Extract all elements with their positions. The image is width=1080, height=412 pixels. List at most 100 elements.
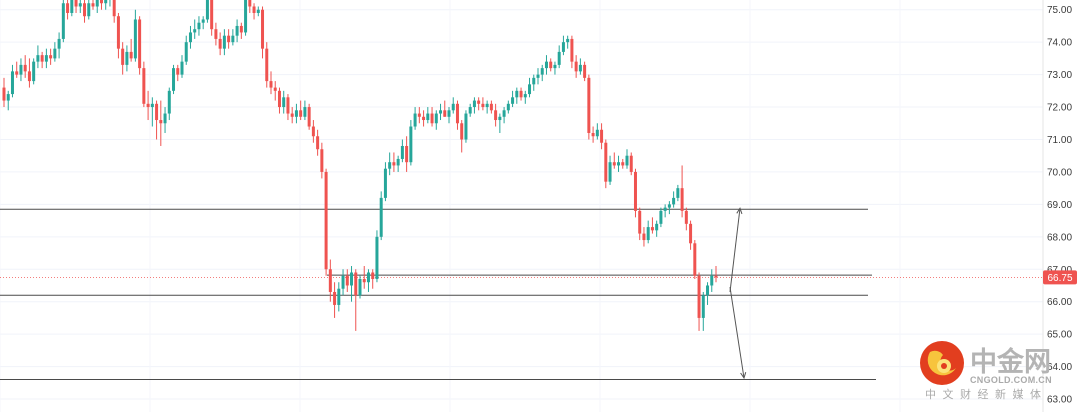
candle [485, 100, 489, 114]
y-tick-label: 73.00 [1047, 70, 1072, 81]
candle [557, 45, 561, 69]
candle [544, 55, 548, 75]
candle [706, 282, 710, 305]
y-tick-label: 64.00 [1047, 362, 1072, 373]
candle [74, 0, 78, 13]
candle [150, 97, 154, 127]
y-tick-label: 74.00 [1047, 38, 1072, 49]
candle [176, 64, 180, 82]
candle [413, 107, 417, 130]
candle [155, 100, 159, 140]
candle [578, 58, 582, 75]
y-tick-label: 69.00 [1047, 200, 1072, 211]
candle [663, 204, 667, 218]
projection-arrows [729, 207, 747, 380]
coin-logo-icon [920, 341, 964, 385]
candle [146, 90, 150, 121]
y-tick-label: 66.00 [1047, 297, 1072, 308]
candle [604, 139, 608, 189]
candle [138, 16, 142, 75]
candle [10, 64, 14, 98]
candle [328, 259, 332, 302]
candle [447, 107, 451, 124]
candle [489, 100, 493, 114]
candle [443, 100, 447, 117]
candle [197, 16, 201, 36]
y-tick-label: 65.00 [1047, 330, 1072, 341]
candle [693, 240, 697, 279]
candle [159, 100, 163, 146]
candle [422, 110, 426, 127]
candle [710, 269, 714, 292]
candle [282, 90, 286, 114]
candle [121, 42, 125, 75]
candle [167, 87, 171, 121]
candle [112, 0, 116, 23]
candle [256, 6, 260, 17]
candle [684, 207, 688, 231]
candle [286, 94, 290, 121]
candle [345, 269, 349, 292]
candle [561, 35, 565, 56]
candle [66, 0, 70, 20]
logo-english-name: CNGOLD.COM.CN [970, 375, 1052, 385]
candle [2, 77, 6, 108]
candle [528, 77, 532, 98]
candle [116, 12, 120, 59]
candle [83, 0, 87, 23]
candle [396, 155, 400, 172]
candle [655, 220, 659, 237]
candle [27, 58, 31, 88]
candle [163, 107, 167, 134]
y-tick-label: 72.00 [1047, 103, 1072, 114]
candle [49, 48, 53, 65]
candle [680, 165, 684, 218]
candle [172, 64, 176, 95]
candle [574, 55, 578, 78]
candle [227, 29, 231, 49]
candle [91, 0, 95, 10]
logo-chinese-name: 中金网 [970, 346, 1051, 378]
candle [210, 0, 214, 36]
candle [400, 139, 404, 163]
candle [269, 71, 273, 95]
candle [405, 136, 409, 172]
candle [481, 97, 485, 111]
candle [362, 266, 366, 289]
y-tick-label: 68.00 [1047, 232, 1072, 243]
candle [109, 0, 111, 7]
logo-tagline: 中文财经新媒体 [925, 387, 1048, 401]
candle [218, 32, 222, 56]
candle [337, 282, 341, 312]
candle [87, 0, 91, 20]
candle [320, 142, 324, 179]
candle [350, 266, 354, 302]
candle [40, 51, 44, 69]
candle [222, 29, 226, 56]
candle [659, 207, 663, 228]
candle [244, 0, 248, 36]
candle [570, 35, 574, 69]
candle [333, 282, 337, 318]
candle [612, 152, 616, 169]
candle [299, 100, 303, 121]
candle [366, 269, 370, 292]
candle [477, 97, 481, 111]
candle [506, 100, 510, 114]
candle [341, 269, 345, 296]
candle [672, 191, 676, 208]
candle [375, 230, 379, 283]
candle [549, 58, 553, 72]
candles [2, 0, 718, 331]
candle [214, 22, 218, 46]
candle [248, 0, 252, 13]
candle [388, 152, 392, 176]
candle [193, 19, 197, 39]
candle [6, 90, 10, 111]
candle [608, 155, 612, 185]
candle [494, 103, 498, 127]
candle [277, 87, 281, 114]
candle [53, 42, 57, 62]
candle [188, 25, 192, 49]
